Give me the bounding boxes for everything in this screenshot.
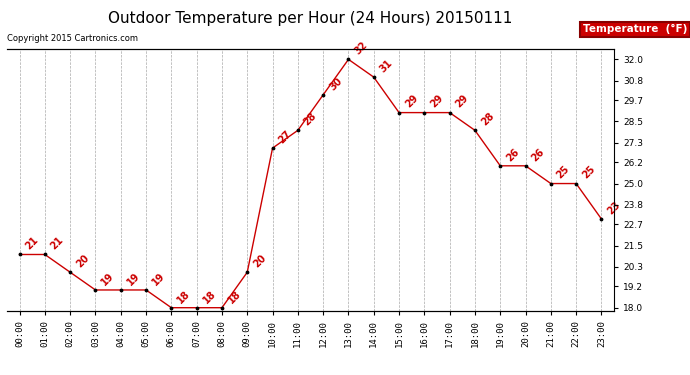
Text: 19: 19	[99, 271, 116, 287]
Text: 18: 18	[226, 288, 243, 305]
Text: 29: 29	[428, 93, 445, 110]
Text: 25: 25	[555, 164, 571, 181]
Text: 21: 21	[49, 235, 66, 252]
Text: 27: 27	[277, 129, 293, 145]
Text: 28: 28	[479, 111, 496, 128]
Text: 18: 18	[201, 288, 217, 305]
Text: Copyright 2015 Cartronics.com: Copyright 2015 Cartronics.com	[7, 34, 138, 43]
Text: 29: 29	[454, 93, 471, 110]
Text: 26: 26	[504, 146, 521, 163]
Text: Outdoor Temperature per Hour (24 Hours) 20150111: Outdoor Temperature per Hour (24 Hours) …	[108, 11, 513, 26]
Text: 29: 29	[403, 93, 420, 110]
Text: Temperature  (°F): Temperature (°F)	[583, 24, 687, 34]
Text: 26: 26	[530, 146, 546, 163]
Text: 30: 30	[327, 75, 344, 92]
Text: 31: 31	[378, 58, 395, 74]
Text: 32: 32	[353, 40, 369, 57]
Text: 21: 21	[23, 235, 40, 252]
Text: 28: 28	[302, 111, 319, 128]
Text: 25: 25	[580, 164, 597, 181]
Text: 19: 19	[125, 271, 141, 287]
Text: 20: 20	[75, 253, 91, 270]
Text: 20: 20	[251, 253, 268, 270]
Text: 19: 19	[150, 271, 167, 287]
Text: 23: 23	[606, 200, 622, 216]
Text: 18: 18	[175, 288, 193, 305]
